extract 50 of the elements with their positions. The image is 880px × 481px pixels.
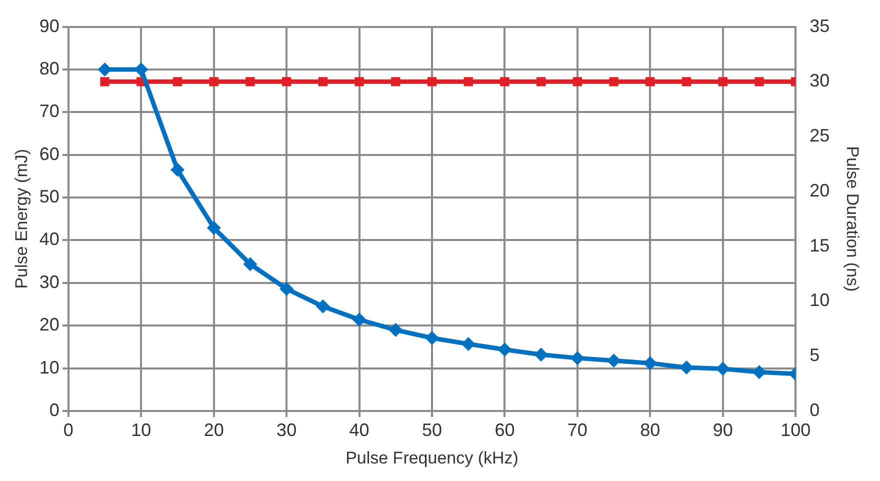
y-tick-label: 10 bbox=[39, 357, 60, 378]
x-tick-label: 100 bbox=[780, 420, 811, 440]
x-tick-label: 60 bbox=[494, 420, 515, 440]
x-tick-label: 70 bbox=[567, 420, 588, 440]
x-tick-label: 90 bbox=[712, 420, 733, 440]
point bbox=[752, 365, 766, 380]
x-tick-label: 20 bbox=[204, 420, 224, 440]
point bbox=[461, 336, 476, 351]
point bbox=[206, 220, 221, 235]
y-axis-title: Pulse Energy (mJ) bbox=[12, 148, 31, 289]
y-tick-label: 50 bbox=[39, 186, 60, 207]
point bbox=[570, 351, 584, 366]
point bbox=[606, 354, 621, 368]
x-tick-label: 80 bbox=[640, 420, 660, 440]
point bbox=[643, 356, 658, 370]
x-axis-title: Pulse Frequency (kHz) bbox=[346, 448, 518, 468]
y-tick-label: 60 bbox=[39, 144, 60, 164]
y2-tick-label: 35 bbox=[810, 16, 830, 36]
point bbox=[243, 257, 258, 272]
y-tick-label: 20 bbox=[39, 314, 60, 335]
y-tick-label: 90 bbox=[39, 16, 60, 36]
x-tick-label: 40 bbox=[349, 420, 370, 440]
y2-tick-label: 25 bbox=[810, 126, 830, 146]
point bbox=[498, 342, 512, 357]
y2-axis-title: Pulse Duration (ns) bbox=[843, 146, 862, 292]
y-tick-label: 80 bbox=[39, 58, 60, 78]
point bbox=[98, 62, 112, 76]
y2-tick-label: 20 bbox=[810, 180, 830, 200]
y-tick-label: 0 bbox=[49, 400, 60, 420]
y2-tick-label: 5 bbox=[810, 345, 820, 366]
y2-tick-label: 0 bbox=[810, 400, 820, 420]
point bbox=[425, 331, 439, 345]
point bbox=[716, 362, 730, 376]
point bbox=[316, 299, 330, 314]
y2-tick-label: 10 bbox=[810, 290, 830, 310]
y2-tick-label: 30 bbox=[810, 70, 830, 91]
x-tick-label: 10 bbox=[131, 420, 152, 440]
point bbox=[134, 62, 148, 76]
y2-tick-label: 15 bbox=[810, 235, 830, 256]
point bbox=[534, 348, 548, 362]
x-tick-label: 30 bbox=[276, 420, 297, 440]
y-tick-label: 70 bbox=[39, 101, 60, 122]
x-tick-label: 0 bbox=[63, 420, 74, 440]
point bbox=[170, 162, 184, 177]
y-tick-label: 30 bbox=[39, 272, 60, 292]
x-tick-label: 50 bbox=[422, 420, 442, 440]
point bbox=[388, 322, 403, 337]
point bbox=[352, 312, 366, 327]
point bbox=[280, 282, 294, 296]
y-tick-label: 40 bbox=[39, 229, 60, 250]
